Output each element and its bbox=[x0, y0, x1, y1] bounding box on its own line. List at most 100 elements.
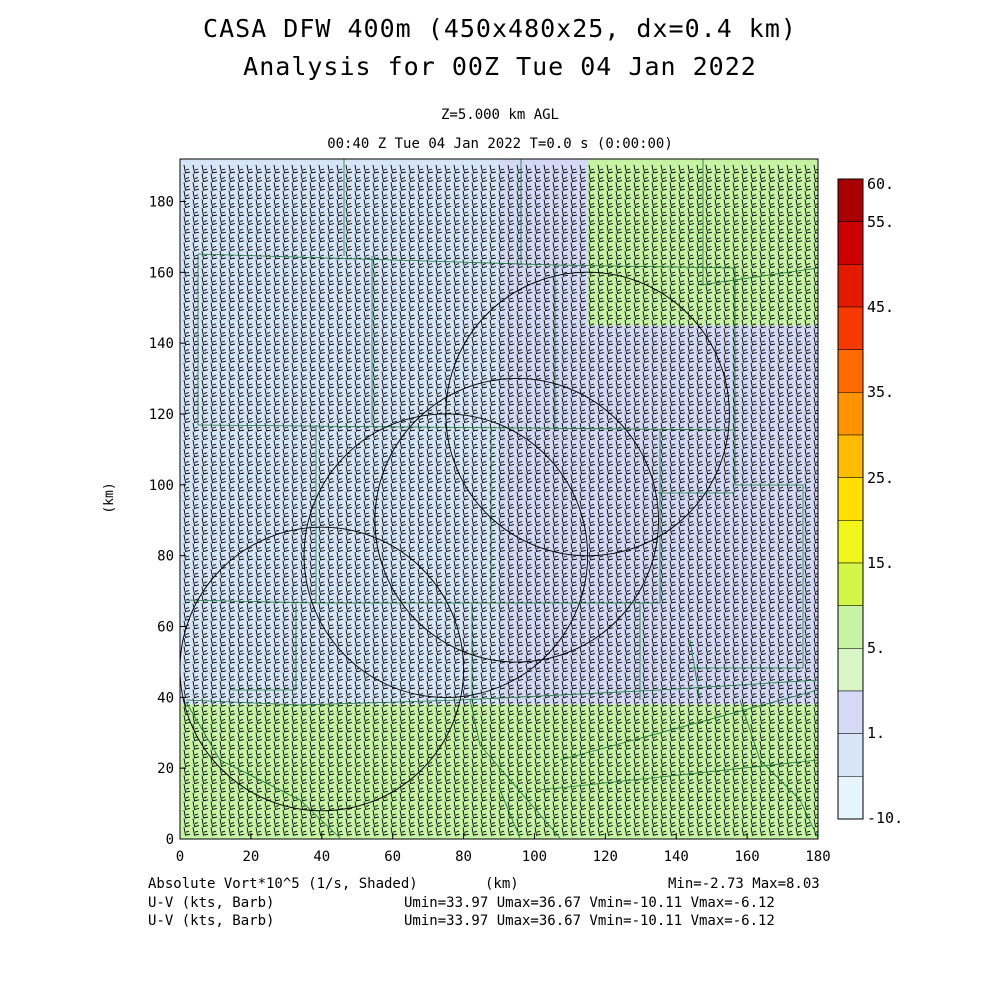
wind-barb bbox=[192, 508, 200, 518]
wind-barb bbox=[273, 560, 281, 570]
wind-barb bbox=[246, 207, 254, 217]
wind-barb bbox=[282, 216, 290, 226]
wind-barb bbox=[273, 706, 281, 716]
wind-barb bbox=[228, 741, 236, 750]
wind-barb bbox=[183, 474, 191, 484]
wind-barb bbox=[282, 302, 290, 312]
wind-barb bbox=[219, 801, 227, 810]
wind-barb bbox=[228, 319, 236, 329]
wind-barb bbox=[201, 250, 209, 260]
wind-barb bbox=[237, 749, 245, 759]
wind-barb bbox=[255, 766, 263, 776]
wind-barb bbox=[183, 293, 191, 303]
wind-barb bbox=[219, 336, 227, 346]
wind-barb bbox=[273, 354, 281, 363]
wind-barb bbox=[201, 233, 209, 243]
wind-barb bbox=[237, 784, 245, 793]
wind-barb bbox=[273, 465, 281, 475]
wind-barb bbox=[273, 336, 281, 346]
wind-barb bbox=[246, 414, 254, 423]
wind-barb bbox=[282, 440, 290, 449]
wind-barb bbox=[255, 517, 263, 527]
wind-barb bbox=[255, 397, 263, 406]
wind-barb bbox=[201, 190, 209, 200]
wind-barb bbox=[228, 749, 236, 759]
wind-barb bbox=[210, 706, 218, 716]
wind-barb bbox=[201, 680, 209, 690]
wind-barb bbox=[201, 586, 209, 595]
wind-barb bbox=[210, 440, 218, 449]
wind-barb bbox=[183, 448, 191, 458]
wind-barb bbox=[228, 336, 236, 346]
wind-barb bbox=[264, 827, 272, 836]
wind-barb bbox=[282, 259, 290, 269]
wind-barb bbox=[219, 491, 227, 501]
wind-barb bbox=[273, 233, 281, 243]
wind-barb bbox=[219, 448, 227, 458]
wind-barb bbox=[228, 276, 236, 286]
wind-barb bbox=[228, 242, 236, 251]
wind-barb bbox=[246, 646, 254, 656]
wind-barb bbox=[228, 680, 236, 690]
wind-barb bbox=[228, 629, 236, 638]
wind-barb bbox=[255, 526, 263, 535]
wind-barb bbox=[210, 715, 218, 724]
wind-barb bbox=[228, 784, 236, 793]
wind-barb bbox=[192, 663, 200, 673]
wind-barb bbox=[201, 457, 209, 466]
wind-barb bbox=[282, 250, 290, 260]
wind-barb bbox=[264, 182, 272, 191]
wind-barb bbox=[228, 672, 236, 681]
wind-barb bbox=[246, 500, 254, 509]
wind-barb bbox=[219, 680, 227, 690]
wind-barb bbox=[228, 483, 236, 492]
wind-barb bbox=[246, 190, 254, 200]
wind-barb bbox=[282, 328, 290, 337]
wind-barb bbox=[255, 560, 263, 570]
wind-barb bbox=[192, 448, 200, 458]
wind-barb bbox=[246, 233, 254, 243]
wind-barb bbox=[282, 268, 290, 277]
wind-barb bbox=[183, 233, 191, 243]
wind-barb bbox=[228, 543, 236, 552]
wind-barb bbox=[237, 680, 245, 690]
wind-barb bbox=[201, 629, 209, 638]
wind-barb bbox=[246, 319, 254, 329]
wind-barb bbox=[201, 689, 209, 699]
wind-barb bbox=[201, 431, 209, 441]
wind-barb bbox=[210, 190, 218, 200]
wind-barb bbox=[210, 207, 218, 217]
wind-barb bbox=[237, 199, 245, 208]
wind-barb bbox=[273, 500, 281, 509]
wind-barb bbox=[264, 551, 272, 561]
wind-barb bbox=[246, 345, 254, 355]
wind-barb bbox=[219, 508, 227, 518]
wind-barb bbox=[264, 483, 272, 492]
wind-barb bbox=[201, 164, 209, 174]
wind-barb bbox=[210, 818, 218, 828]
wind-barb bbox=[228, 827, 236, 836]
wind-barb bbox=[246, 397, 254, 406]
wind-barb bbox=[210, 723, 218, 733]
wind-barb bbox=[246, 715, 254, 724]
wind-barb bbox=[201, 345, 209, 355]
wind-barb bbox=[228, 457, 236, 466]
wind-barb bbox=[264, 225, 272, 234]
wind-barb bbox=[228, 758, 236, 767]
wind-barb bbox=[246, 801, 254, 810]
wind-barb bbox=[264, 216, 272, 226]
wind-barb bbox=[219, 173, 227, 183]
wind-barb bbox=[201, 543, 209, 552]
wind-barb bbox=[282, 182, 290, 191]
wind-barb bbox=[192, 319, 200, 329]
wind-barb bbox=[273, 293, 281, 303]
wind-barb bbox=[183, 801, 191, 810]
wind-barb bbox=[273, 311, 281, 320]
wind-barb bbox=[264, 508, 272, 518]
wind-barb bbox=[228, 715, 236, 724]
wind-barb bbox=[192, 775, 200, 785]
wind-barb bbox=[282, 405, 290, 415]
wind-barb bbox=[237, 646, 245, 656]
wind-barb bbox=[219, 259, 227, 269]
wind-barb bbox=[246, 732, 254, 742]
